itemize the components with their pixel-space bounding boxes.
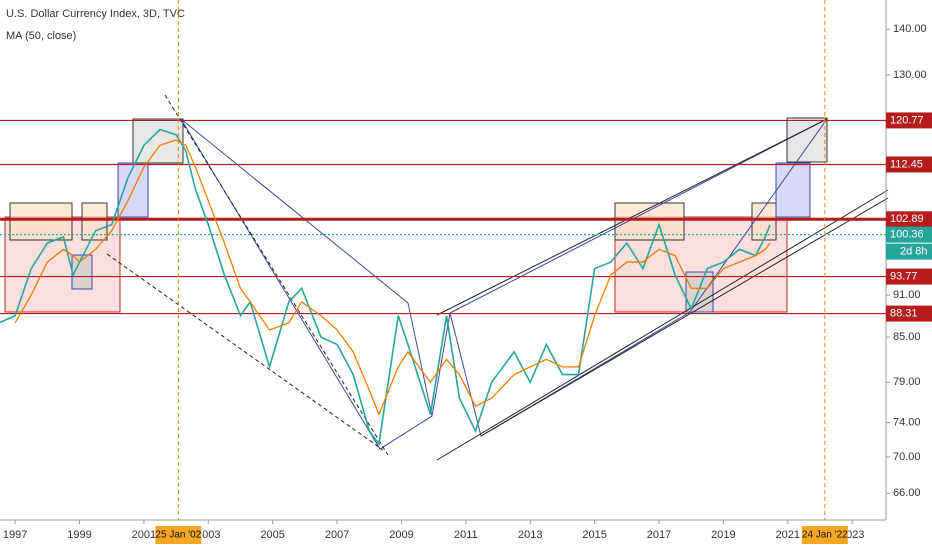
zone <box>786 117 828 163</box>
x-tick-label: 2021 <box>776 529 800 541</box>
y-tick-label: 140.00 <box>893 23 927 35</box>
trend-line <box>431 118 828 437</box>
trend-line <box>436 118 828 316</box>
x-tick-label: 2009 <box>389 529 413 541</box>
date-label-box <box>801 526 848 544</box>
price-label-box <box>886 112 932 129</box>
price-label: 88.31 <box>890 307 918 319</box>
date-label-box <box>155 526 202 544</box>
price-label: 102.89 <box>890 213 924 225</box>
date-label: 24 Jan '22 <box>802 530 848 541</box>
y-tick-label: 130.00 <box>893 69 927 81</box>
price-label: 112.45 <box>890 158 923 170</box>
zone <box>751 202 777 241</box>
y-tick-label: 70.00 <box>893 451 921 463</box>
x-tick-label: 2017 <box>647 529 671 541</box>
x-tick-label: 1997 <box>3 529 27 541</box>
x-tick-label: 2005 <box>260 529 284 541</box>
trend-line <box>480 197 889 437</box>
price-label: 100.36 <box>890 229 924 241</box>
x-tick-label: 1999 <box>67 529 91 541</box>
x-tick-label: 2019 <box>711 529 735 541</box>
countdown: 2d 8h <box>900 246 928 258</box>
x-tick-label: 2011 <box>454 529 478 541</box>
y-tick-label: 79.00 <box>893 376 921 388</box>
price-label: 120.77 <box>890 114 924 126</box>
countdown-box <box>886 243 932 260</box>
legend-entry: MA (50, close) <box>6 30 76 42</box>
y-tick-label: 91.00 <box>893 289 921 301</box>
x-tick-label: 2001 <box>132 529 156 541</box>
drawings <box>4 94 889 461</box>
zone <box>685 271 714 313</box>
x-tick-label: 2015 <box>582 529 606 541</box>
x-tick-label: 2007 <box>325 529 349 541</box>
price-line <box>14 139 771 417</box>
y-tick-label: 74.00 <box>893 417 921 429</box>
price-line <box>0 128 771 446</box>
chart-title: U.S. Dollar Currency Index, 3D, TVC <box>6 8 185 20</box>
price-label-box <box>886 226 932 243</box>
price-label-box <box>886 211 932 228</box>
y-tick-label: 85.00 <box>893 331 921 343</box>
price-label-box <box>886 305 932 322</box>
trend-line <box>164 94 389 456</box>
x-tick-label: 2003 <box>196 529 220 541</box>
price-label-box <box>886 268 932 285</box>
zone <box>132 118 184 164</box>
date-label: 25 Jan '02 <box>155 530 201 541</box>
zone <box>9 202 73 241</box>
x-tick-label: 2013 <box>518 529 542 541</box>
trend-line <box>106 253 384 451</box>
zone <box>775 162 811 218</box>
y-tick-label: 66.00 <box>893 487 921 499</box>
price-label-box <box>886 156 932 173</box>
zone <box>614 202 685 241</box>
price-label: 93.77 <box>890 270 918 282</box>
